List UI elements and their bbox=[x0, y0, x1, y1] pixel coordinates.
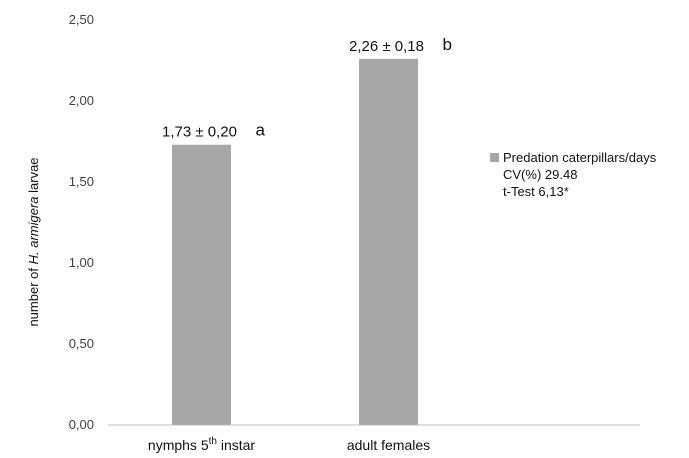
legend-series-name: Predation caterpillars/days bbox=[503, 150, 657, 165]
y-tick-label: 2,50 bbox=[69, 12, 94, 27]
legend-cv-note: CV(%) 29.48 bbox=[503, 167, 577, 182]
x-tick-label: adult females bbox=[347, 437, 430, 453]
category-labels: nymphs 5th instar adult females bbox=[148, 436, 430, 453]
bar bbox=[359, 58, 418, 425]
y-axis-label: number of H. armigera larvae bbox=[26, 157, 41, 326]
legend-ttest-note: t-Test 6,13* bbox=[503, 184, 569, 199]
significance-letter: a bbox=[256, 121, 266, 140]
y-tick-label: 1,50 bbox=[69, 174, 94, 189]
legend: Predation caterpillars/days CV(%) 29.48 … bbox=[490, 150, 657, 199]
y-tick-label: 2,00 bbox=[69, 93, 94, 108]
y-tick-label: 0,00 bbox=[69, 417, 94, 432]
data-label: 2,26 ± 0,18 bbox=[349, 38, 424, 55]
x-tick-label: nymphs 5th instar bbox=[148, 436, 256, 453]
y-tick-label: 0,50 bbox=[69, 336, 94, 351]
bars bbox=[172, 58, 418, 426]
data-label: 1,73 ± 0,20 bbox=[162, 124, 237, 141]
legend-swatch bbox=[490, 153, 499, 162]
y-tick-label: 1,00 bbox=[69, 255, 94, 270]
significance-letter: b bbox=[443, 35, 452, 54]
y-axis-ticks: 0,00 0,50 1,00 1,50 2,00 2,50 bbox=[69, 12, 94, 432]
bar bbox=[172, 144, 231, 426]
data-labels: 1,73 ± 0,20 a 2,26 ± 0,18 b bbox=[162, 35, 452, 141]
